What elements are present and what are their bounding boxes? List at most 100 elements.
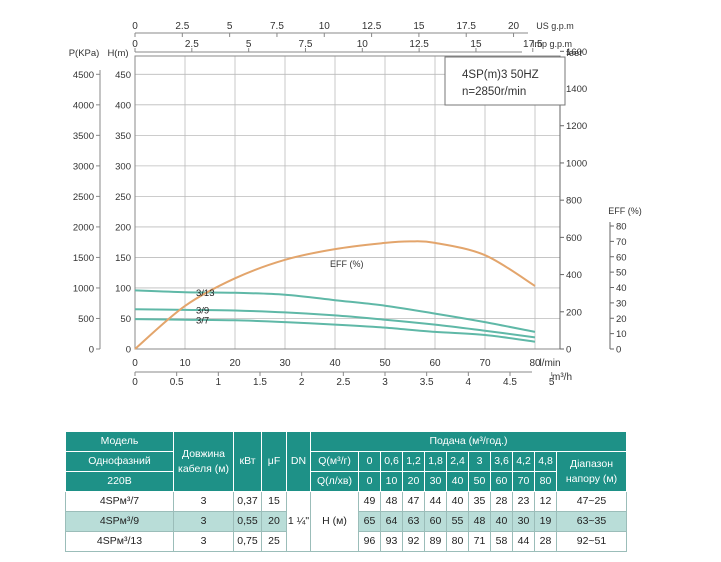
row-h: 80 xyxy=(446,531,469,552)
x-tick-label-usgpm: 12.5 xyxy=(362,21,382,32)
x-tick-label-m3h: 2 xyxy=(299,377,305,388)
qm3-4: 2,4 xyxy=(446,451,469,472)
row-h: 58 xyxy=(490,531,513,552)
x-tick-label-m3h: 2.5 xyxy=(336,377,350,388)
row-range: 47~25 xyxy=(556,491,627,512)
y-tick-label-head: 300 xyxy=(115,161,131,172)
y-tick-label-kpa: 3500 xyxy=(73,131,94,142)
x-tick-label-impgpm: 2.5 xyxy=(185,39,199,50)
y-tick-label-feet: 1600 xyxy=(566,47,587,58)
table-row: 4SPм³/7 3 0,37 15 1 ¼" Н (м) 49 48 47 44… xyxy=(65,491,627,552)
y-axis-label-eff: EFF (%) xyxy=(608,206,642,216)
row-h: 63 xyxy=(402,511,425,532)
eff-curve xyxy=(134,240,536,350)
x-tick-label-impgpm: 0 xyxy=(132,39,138,50)
row-h: 49 xyxy=(358,491,381,512)
qm3-8: 4,8 xyxy=(534,451,557,472)
x-tick-label-lmin: 20 xyxy=(229,358,241,369)
y-tick-label-feet: 400 xyxy=(566,270,582,281)
qls-7: 70 xyxy=(512,471,535,492)
x-tick-label-lmin: 30 xyxy=(279,358,291,369)
x-tick-label-m3h: 0.5 xyxy=(170,377,184,388)
y-axis-label-head: H(m) xyxy=(107,48,128,59)
row-kw: 0,75 xyxy=(233,531,262,552)
y-tick-label-feet: 1000 xyxy=(566,158,587,169)
x-tick-label-impgpm: 5 xyxy=(246,39,252,50)
row-h: 30 xyxy=(512,511,535,532)
specs-table: Модель Довжина кабеля (м) кВт μF DN Пода… xyxy=(65,431,627,552)
y-tick-label-head: 50 xyxy=(120,314,131,325)
row-model: 4SPм³/7 xyxy=(65,491,174,512)
header-uf: μF xyxy=(261,431,287,492)
y-tick-label-eff: 80 xyxy=(616,222,627,233)
x-tick-label-impgpm: 15 xyxy=(470,39,482,50)
header-model: Модель xyxy=(65,431,174,452)
x-tick-label-m3h: 1.5 xyxy=(253,377,267,388)
chart-curves xyxy=(134,240,536,350)
row-h: 19 xyxy=(534,511,557,532)
row-h: 48 xyxy=(380,491,403,512)
qm3-0: 0 xyxy=(358,451,381,472)
row-cable: 3 xyxy=(173,491,234,512)
header-flow: Подача (м³/год.) xyxy=(310,431,627,452)
x-tick-label-m3h: 3 xyxy=(382,377,388,388)
x-tick-label-impgpm: 7.5 xyxy=(299,39,313,50)
row-h: 64 xyxy=(380,511,403,532)
x-tick-label-lmin: 50 xyxy=(379,358,391,369)
row-cable: 3 xyxy=(173,531,234,552)
y-tick-label-feet: 200 xyxy=(566,307,582,318)
y-tick-label-head: 450 xyxy=(115,70,131,81)
qls-6: 60 xyxy=(490,471,513,492)
y-tick-label-feet: 800 xyxy=(566,196,582,207)
row-h: 23 xyxy=(512,491,535,512)
header-range: Діапазон напору (м) xyxy=(556,451,627,492)
x-tick-label-m3h: 3.5 xyxy=(420,377,434,388)
header-qls: Q(л/хв) xyxy=(310,471,359,492)
row-h: 65 xyxy=(358,511,381,532)
y-tick-label-kpa: 2000 xyxy=(73,222,94,233)
x-axis-label-lmin: l/min xyxy=(539,358,560,369)
qm3-1: 0,6 xyxy=(380,451,403,472)
row-h: 28 xyxy=(490,491,513,512)
x-tick-label-impgpm: 17.5 xyxy=(523,39,543,50)
y-tick-label-kpa: 500 xyxy=(78,314,94,325)
y-tick-label-head: 200 xyxy=(115,222,131,233)
qls-4: 40 xyxy=(446,471,469,492)
x-tick-label-usgpm: 17.5 xyxy=(456,21,476,32)
y-tick-label-head: 350 xyxy=(115,131,131,142)
row-h: 93 xyxy=(380,531,403,552)
header-phase: Однофазний xyxy=(65,451,174,472)
x-axis-label-m3h: m³/h xyxy=(552,372,572,383)
qm3-2: 1,2 xyxy=(402,451,425,472)
y-tick-label-kpa: 3000 xyxy=(73,161,94,172)
qls-3: 30 xyxy=(424,471,447,492)
row-uf: 15 xyxy=(261,491,287,512)
row-uf: 20 xyxy=(261,511,287,532)
y-axis-label-kpa: P(KPa) xyxy=(69,48,100,59)
row-uf: 25 xyxy=(261,531,287,552)
x-tick-label-lmin: 80 xyxy=(529,358,541,369)
y-tick-label-kpa: 4500 xyxy=(73,70,94,81)
x-tick-label-usgpm: 10 xyxy=(319,21,331,32)
series-label-3-13: 3/13 xyxy=(196,288,215,299)
x-tick-label-m3h: 5 xyxy=(549,377,555,388)
x-tick-label-lmin: 70 xyxy=(479,358,491,369)
qm3-6: 3,6 xyxy=(490,451,513,472)
model-title: 4SP(m)3 50HZ xyxy=(462,69,539,81)
chart-labels: 3/13 3/93/7 EFF (%) xyxy=(196,259,364,326)
row-range: 63~35 xyxy=(556,511,627,532)
qm3-7: 4,2 xyxy=(512,451,535,472)
pump-performance-chart: 0 10 20 30 40 50 60 70 80l/min050100150200250300… xyxy=(69,21,642,388)
row-kw: 0,37 xyxy=(233,491,262,512)
row-h: 71 xyxy=(468,531,491,552)
row-range: 92~51 xyxy=(556,531,627,552)
row-h: 92 xyxy=(402,531,425,552)
header-qm3: Q(м³/г) xyxy=(310,451,359,472)
row-h: 55 xyxy=(446,511,469,532)
y-tick-label-eff: 60 xyxy=(616,252,627,263)
row-cable: 3 xyxy=(173,511,234,532)
x-tick-label-lmin: 10 xyxy=(179,358,191,369)
x-tick-label-usgpm: 7.5 xyxy=(270,21,284,32)
y-tick-label-eff: 0 xyxy=(616,345,621,356)
row-h: 96 xyxy=(358,531,381,552)
